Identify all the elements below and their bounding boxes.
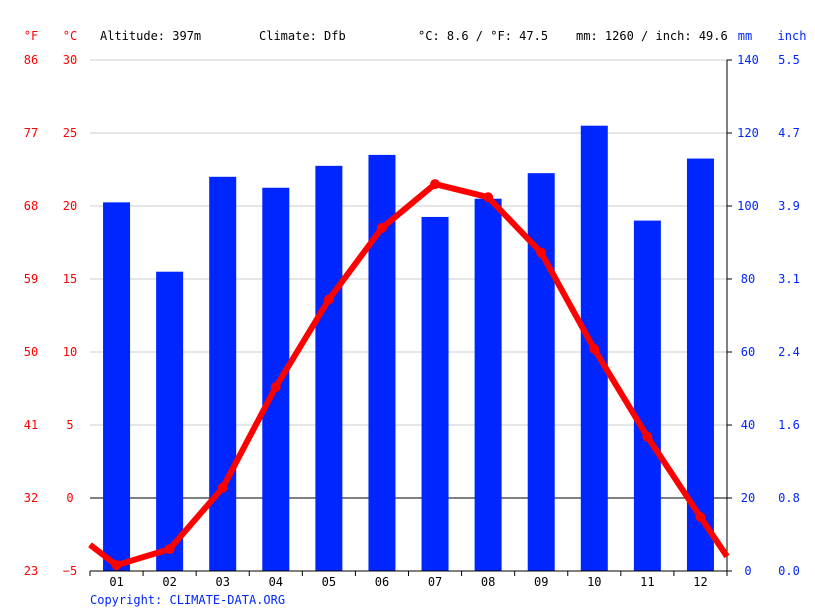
mm-tick-label: 0 xyxy=(744,564,751,578)
mm-tick-label: 20 xyxy=(741,491,755,505)
month-tick-label: 09 xyxy=(534,575,548,589)
precipitation-bar xyxy=(209,176,237,572)
inch-tick-label: 3.1 xyxy=(778,272,800,286)
temperature-point xyxy=(270,382,281,393)
temperature-point xyxy=(483,192,494,203)
copyright-label: Copyright: CLIMATE-DATA.ORG xyxy=(90,593,285,607)
temperature-line-path xyxy=(88,181,730,569)
axes-layer xyxy=(89,59,732,576)
precipitation-bar xyxy=(315,165,343,571)
precipitation-bars xyxy=(103,125,714,572)
fahrenheit-tick-label: 50 xyxy=(24,345,38,359)
mm-unit-label: mm xyxy=(738,29,752,43)
month-tick-label: 04 xyxy=(269,575,283,589)
celsius-unit-label: °C xyxy=(63,29,77,43)
grid-layer xyxy=(90,59,727,499)
month-tick-label: 12 xyxy=(693,575,707,589)
month-tick-label: 05 xyxy=(322,575,336,589)
celsius-tick-label: 15 xyxy=(63,272,77,286)
inch-tick-label: 5.5 xyxy=(778,53,800,67)
month-tick-label: 10 xyxy=(587,575,601,589)
inch-tick-label: 1.6 xyxy=(778,418,800,432)
precipitation-bar xyxy=(686,158,714,572)
fahrenheit-tick-label: 32 xyxy=(24,491,38,505)
celsius-tick-label: 5 xyxy=(66,418,73,432)
precipitation-bar xyxy=(103,202,131,571)
precipitation-bar xyxy=(527,173,555,571)
fahrenheit-tick-label: 41 xyxy=(24,418,38,432)
mm-tick-label: 140 xyxy=(737,53,759,67)
mm-tick-label: 80 xyxy=(741,272,755,286)
altitude-label: Altitude: 397m xyxy=(100,29,201,43)
month-tick-label: 07 xyxy=(428,575,442,589)
inch-tick-label: 3.9 xyxy=(778,199,800,213)
precipitation-bar xyxy=(262,187,290,571)
celsius-tick-label: −5 xyxy=(63,564,77,578)
temperature-point xyxy=(430,179,441,190)
month-tick-label: 03 xyxy=(215,575,229,589)
precipitation-bar xyxy=(633,220,661,571)
month-tick-label: 02 xyxy=(162,575,176,589)
inch-unit-label: inch xyxy=(778,29,807,43)
precipitation-bar xyxy=(156,271,184,571)
fahrenheit-tick-label: 59 xyxy=(24,272,38,286)
mm-tick-label: 120 xyxy=(737,126,759,140)
tick-labels: 86 30 140 5.577 25 120 4.768 20 100 3.959 15 80 3.15… xyxy=(24,53,800,589)
inch-tick-label: 2.4 xyxy=(778,345,800,359)
inch-tick-label: 0.0 xyxy=(778,564,800,578)
climate-label: Climate: Dfb xyxy=(259,29,346,43)
celsius-tick-label: 0 xyxy=(66,491,73,505)
mm-tick-label: 60 xyxy=(741,345,755,359)
fahrenheit-tick-label: 68 xyxy=(24,199,38,213)
precipitation-bar xyxy=(474,198,502,571)
month-tick-label: 11 xyxy=(640,575,654,589)
temperature-point xyxy=(217,482,228,493)
temperature-point xyxy=(323,294,334,305)
precipitation-bar xyxy=(421,216,449,571)
temperature-point xyxy=(642,431,653,442)
month-tick-label: 01 xyxy=(109,575,123,589)
temperature-point xyxy=(376,222,387,233)
month-tick-label: 08 xyxy=(481,575,495,589)
temperature-summary: °C: 8.6 / °F: 47.5 xyxy=(418,29,548,43)
precipitation-summary: mm: 1260 / inch: 49.6 xyxy=(576,29,728,43)
temperature-point xyxy=(589,344,600,355)
temperature-point xyxy=(164,544,175,555)
inch-tick-label: 4.7 xyxy=(778,126,800,140)
inch-tick-label: 0.8 xyxy=(778,491,800,505)
fahrenheit-tick-label: 77 xyxy=(24,126,38,140)
temperature-line xyxy=(88,179,730,571)
temperature-point xyxy=(695,511,706,522)
celsius-tick-label: 10 xyxy=(63,345,77,359)
mm-tick-label: 40 xyxy=(741,418,755,432)
fahrenheit-unit-label: °F xyxy=(24,29,38,43)
celsius-tick-label: 30 xyxy=(63,53,77,67)
temperature-point xyxy=(536,247,547,258)
fahrenheit-tick-label: 86 xyxy=(24,53,38,67)
celsius-tick-label: 20 xyxy=(63,199,77,213)
month-tick-label: 06 xyxy=(375,575,389,589)
fahrenheit-tick-label: 23 xyxy=(24,564,38,578)
celsius-tick-label: 25 xyxy=(63,126,77,140)
mm-tick-label: 100 xyxy=(737,199,759,213)
temperature-point xyxy=(111,560,122,571)
